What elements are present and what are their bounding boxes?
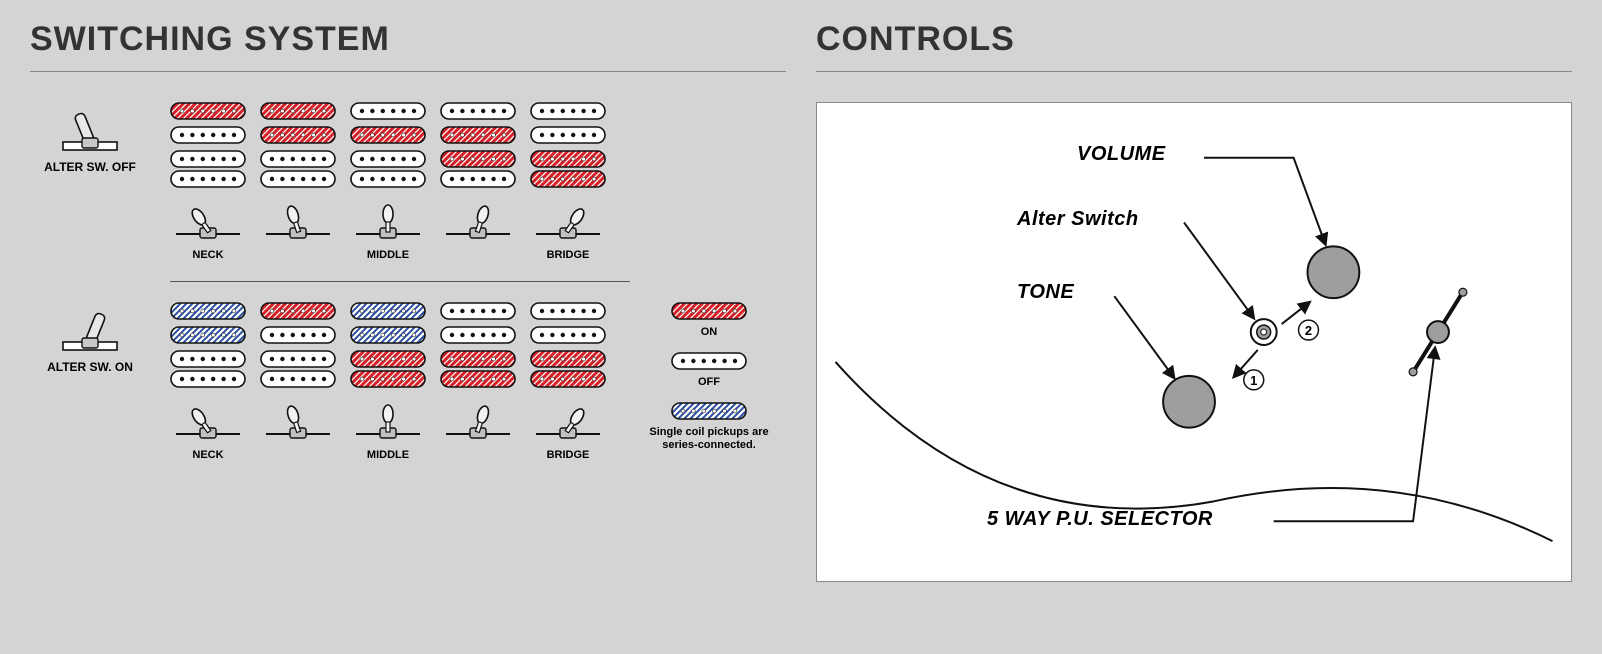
- pickup-cell: [350, 126, 426, 144]
- selector-lever-icon: [170, 429, 246, 446]
- selector-lever-icon: [260, 229, 336, 246]
- pickup-cell: [170, 126, 246, 144]
- alter-off-block: ALTER SW. OFF NECK MIDDLE: [30, 102, 786, 261]
- pickup-cell: [530, 126, 606, 144]
- selector-position-label: BRIDGE: [530, 449, 606, 461]
- alter-switch-center: [1261, 329, 1267, 335]
- pickup-cell: [170, 326, 246, 344]
- arrow-tone: [1114, 296, 1174, 378]
- selector-position-label: NECK: [170, 449, 246, 461]
- selector-position-label: MIDDLE: [350, 249, 426, 261]
- switching-title: SWITCHING SYSTEM: [30, 20, 786, 72]
- selector-lever-icon: [350, 229, 426, 246]
- label-volume: VOLUME: [1077, 143, 1166, 166]
- label-alter: Alter Switch: [1017, 208, 1139, 231]
- alter-toggle-side: ALTER SW. ON: [30, 302, 150, 374]
- legend: ON OFF Single coil pickups are series-co…: [644, 302, 774, 452]
- pickup-cell: [530, 302, 606, 320]
- selector-lever-icon: [440, 229, 516, 246]
- controls-panel: CONTROLS: [816, 20, 1572, 634]
- selector-position: BRIDGE: [530, 198, 606, 261]
- pickup-cell: [440, 102, 516, 120]
- selector-lever-icon: [170, 229, 246, 246]
- label-tone: TONE: [1017, 281, 1074, 304]
- pickup-cell: [170, 102, 246, 120]
- single-coil-row: [170, 326, 606, 344]
- selector-lever-icon: [440, 429, 516, 446]
- selector-position: [440, 398, 516, 461]
- badge-1-text: 1: [1250, 373, 1257, 388]
- arrow-volume: [1204, 158, 1325, 245]
- selector-position: [260, 398, 336, 461]
- selector-position-label: MIDDLE: [350, 449, 426, 461]
- selector-position-label: NECK: [170, 249, 246, 261]
- selector-position-label: BRIDGE: [530, 249, 606, 261]
- selector-position: BRIDGE: [530, 398, 606, 461]
- alter-side-label: ALTER SW. OFF: [30, 160, 150, 174]
- pickup-cell: [440, 350, 516, 388]
- pickup-cell: [350, 302, 426, 320]
- pickup-cell: [260, 350, 336, 388]
- controls-title: CONTROLS: [816, 20, 1572, 72]
- pickup-cell: [260, 102, 336, 120]
- pickup-cell: [530, 326, 606, 344]
- pickup-grid: NECK MIDDLE BRIDGE: [170, 102, 606, 261]
- toggle-icon: [30, 302, 150, 356]
- pickup-cell: [350, 150, 426, 188]
- label-selector: 5 WAY P.U. SELECTOR: [987, 508, 1213, 531]
- single-coil-row: [170, 302, 606, 320]
- selector-lever-icon: [350, 429, 426, 446]
- selector-position: NECK: [170, 398, 246, 461]
- humbucker-row: [170, 350, 606, 388]
- toggle-icon: [30, 102, 150, 156]
- selector-lever-icon: [530, 429, 606, 446]
- pickup-cell: [170, 350, 246, 388]
- alter-toggle-side: ALTER SW. OFF: [30, 102, 150, 174]
- legend-off: OFF: [671, 352, 747, 388]
- selector-position: NECK: [170, 198, 246, 261]
- pickup-cell: [530, 102, 606, 120]
- selector-switch: [1409, 288, 1467, 376]
- selector-position-row: NECK MIDDLE BRIDGE: [170, 198, 606, 261]
- volume-knob: [1308, 246, 1360, 298]
- controls-diagram: 1 2 VOLUME Alter Switch TONE 5 WAY P.U. …: [816, 102, 1572, 582]
- legend-series: Single coil pickups are series-connected…: [644, 402, 774, 452]
- pickup-cell: [350, 102, 426, 120]
- legend-on: ON: [671, 302, 747, 338]
- pickup-cell: [440, 326, 516, 344]
- pickup-grid: NECK MIDDLE BRIDGE: [170, 302, 606, 461]
- pickup-cell: [170, 150, 246, 188]
- arrow-alter: [1184, 223, 1254, 319]
- pickup-cell: [260, 302, 336, 320]
- pickup-cell: [260, 150, 336, 188]
- pickup-cell: [440, 126, 516, 144]
- pickup-cell: [350, 326, 426, 344]
- selector-position: [260, 198, 336, 261]
- pickup-cell: [440, 302, 516, 320]
- selector-lever-icon: [530, 229, 606, 246]
- selector-position-row: NECK MIDDLE BRIDGE: [170, 398, 606, 461]
- single-coil-row: [170, 126, 606, 144]
- block-divider: [170, 281, 630, 282]
- alter-side-label: ALTER SW. ON: [30, 360, 150, 374]
- alter-on-block: ALTER SW. ON NECK MIDDLE: [30, 302, 786, 461]
- pickup-cell: [530, 350, 606, 388]
- selector-position: MIDDLE: [350, 198, 426, 261]
- pickup-cell: [530, 150, 606, 188]
- selector-position: MIDDLE: [350, 398, 426, 461]
- selector-lever-icon: [260, 429, 336, 446]
- badge-2-text: 2: [1305, 323, 1312, 338]
- pickup-cell: [350, 350, 426, 388]
- humbucker-row: [170, 150, 606, 188]
- switching-panel: SWITCHING SYSTEM ALTER SW. OFF NECK: [30, 20, 786, 634]
- tone-knob: [1163, 376, 1215, 428]
- pickup-cell: [170, 302, 246, 320]
- pickup-cell: [260, 126, 336, 144]
- single-coil-row: [170, 102, 606, 120]
- pickup-cell: [440, 150, 516, 188]
- switching-body: ALTER SW. OFF NECK MIDDLE: [30, 102, 786, 461]
- selector-position: [440, 198, 516, 261]
- pickup-cell: [260, 326, 336, 344]
